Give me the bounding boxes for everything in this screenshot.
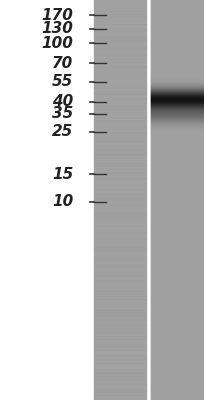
Text: 130: 130 <box>42 21 73 36</box>
Bar <box>94 0 204 400</box>
Text: 55: 55 <box>52 74 73 90</box>
Text: 100: 100 <box>42 36 73 51</box>
Text: 40: 40 <box>52 94 73 110</box>
Bar <box>147 0 151 400</box>
Text: 70: 70 <box>52 56 73 71</box>
Text: 10: 10 <box>52 194 73 210</box>
Text: 15: 15 <box>52 166 73 182</box>
Text: 35: 35 <box>52 106 73 122</box>
Text: 170: 170 <box>42 8 73 23</box>
Text: 25: 25 <box>52 124 73 140</box>
